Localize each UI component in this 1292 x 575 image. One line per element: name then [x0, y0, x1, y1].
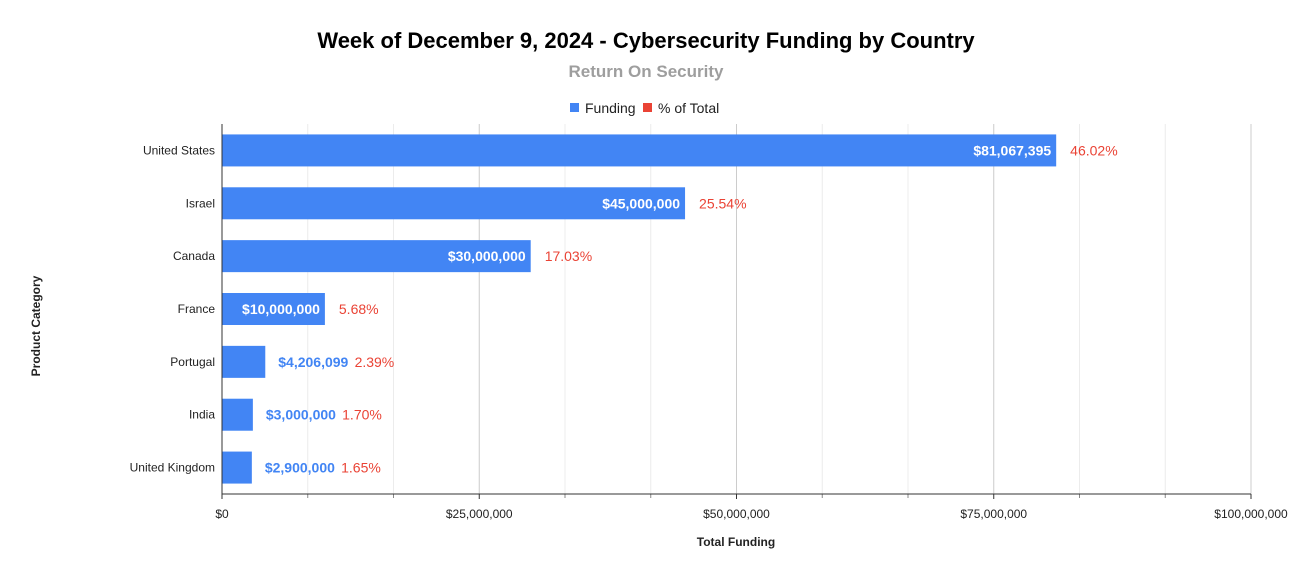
funding-bar	[222, 187, 686, 220]
funding-bar	[222, 451, 252, 484]
funding-value-label: $3,000,000	[266, 407, 336, 423]
funding-bar	[222, 345, 266, 378]
percent-value-label: 2.39%	[355, 354, 395, 370]
percent-value-label: 46.02%	[1070, 142, 1117, 158]
category-label: Canada	[173, 249, 215, 263]
funding-value-label: $45,000,000	[602, 195, 680, 211]
chart-subtitle: Return On Security	[569, 62, 724, 81]
category-labels: United States Israel Canada France Portugal I…	[130, 143, 216, 474]
category-label: Portugal	[170, 355, 215, 369]
chart-title: Week of December 9, 2024 - Cybersecurity…	[317, 28, 975, 53]
percent-value-label: 1.65%	[341, 460, 381, 476]
funding-value-label: $2,900,000	[265, 460, 335, 476]
y-axis-title: Product Category	[29, 275, 43, 376]
x-axis-title: Total Funding	[697, 535, 775, 549]
funding-bar	[222, 240, 531, 273]
funding-value-label: $10,000,000	[242, 301, 320, 317]
legend-percent-label: % of Total	[658, 100, 719, 116]
funding-value-label: $30,000,000	[448, 248, 526, 264]
category-label: Israel	[186, 196, 215, 210]
category-label: France	[178, 302, 216, 316]
funding-bar	[222, 398, 253, 431]
funding-bar	[222, 293, 325, 325]
x-tick-label: $75,000,000	[960, 507, 1027, 521]
category-label: India	[189, 408, 215, 422]
percent-value-label: 5.68%	[339, 301, 379, 317]
gridlines	[307, 124, 1252, 498]
legend-percent-swatch	[643, 103, 652, 112]
category-label: United States	[143, 143, 215, 157]
x-tick-label: $0	[215, 507, 229, 521]
x-tick-label: $100,000,000	[1214, 507, 1288, 521]
x-tick-label: $50,000,000	[703, 507, 770, 521]
legend: Funding % of Total	[570, 100, 719, 116]
x-tick-label: $25,000,000	[446, 507, 513, 521]
legend-funding-swatch	[570, 103, 579, 112]
category-label: United Kingdom	[130, 461, 215, 475]
legend-funding-label: Funding	[585, 100, 636, 116]
percent-value-label: 17.03%	[545, 248, 592, 264]
funding-bar	[222, 134, 1057, 167]
bars: $81,067,395 46.02% $45,000,000 25.54% $30,00…	[222, 134, 1118, 484]
funding-value-label: $4,206,099	[278, 354, 348, 370]
percent-value-label: 25.54%	[699, 195, 746, 211]
funding-value-label: $81,067,395	[973, 142, 1051, 158]
x-axis-ticks: $0 $25,000,000 $50,000,000 $75,000,000 $100,…	[215, 494, 1288, 521]
percent-value-label: 1.70%	[342, 407, 382, 423]
